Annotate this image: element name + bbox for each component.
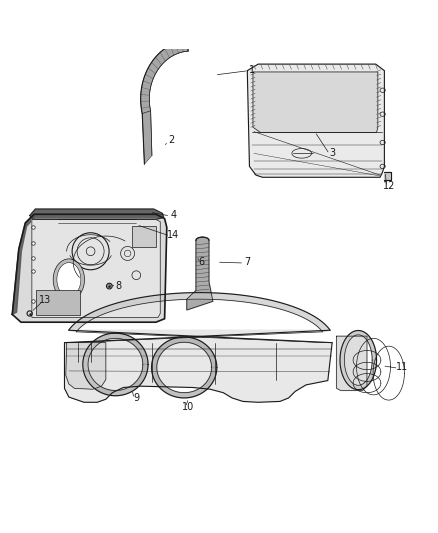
Polygon shape [83,333,148,395]
Polygon shape [142,111,152,164]
Polygon shape [64,330,332,402]
Polygon shape [187,237,213,310]
Text: 12: 12 [382,181,395,191]
Polygon shape [247,64,385,177]
Polygon shape [12,214,167,322]
Text: 4: 4 [170,210,177,220]
Text: 13: 13 [39,295,51,305]
Polygon shape [384,172,391,180]
Ellipse shape [53,259,85,300]
Text: 3: 3 [329,148,335,158]
Text: 6: 6 [198,257,205,267]
Polygon shape [69,293,330,332]
Text: 10: 10 [182,402,194,411]
Polygon shape [152,337,217,398]
Polygon shape [32,219,160,318]
Text: 1: 1 [249,65,255,75]
Polygon shape [336,336,367,391]
Polygon shape [30,209,164,220]
Polygon shape [340,330,377,390]
Polygon shape [141,41,188,114]
Text: 14: 14 [167,230,180,240]
FancyBboxPatch shape [36,290,80,315]
Polygon shape [253,72,378,133]
FancyBboxPatch shape [132,226,156,247]
Text: 11: 11 [396,362,408,373]
Ellipse shape [57,263,81,296]
Text: 2: 2 [168,135,174,146]
Text: 9: 9 [133,393,139,403]
Polygon shape [12,214,34,314]
Text: 7: 7 [244,257,251,267]
Text: 8: 8 [116,281,122,291]
Polygon shape [66,343,106,389]
